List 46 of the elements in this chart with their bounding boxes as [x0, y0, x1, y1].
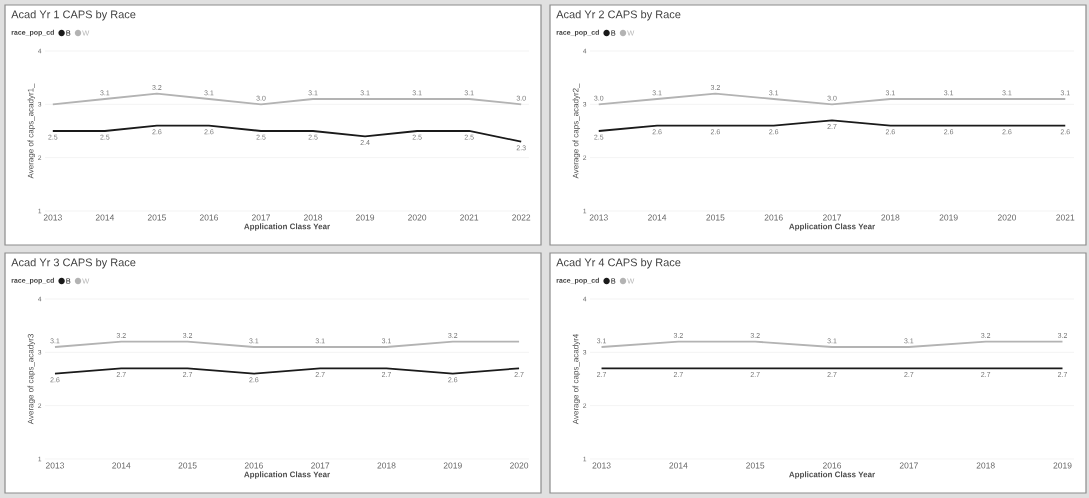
x-tick-label: 2021 [460, 214, 479, 221]
x-tick-label: 2018 [881, 214, 900, 221]
x-tick-label: 2021 [1056, 214, 1075, 221]
x-tick-label: 2022 [512, 214, 531, 221]
x-tick-label: 2019 [939, 214, 958, 221]
chart-title: Acad Yr 4 CAPS by Race [556, 258, 681, 269]
x-tick-label: 2019 [1053, 462, 1072, 469]
x-tick-label: 2015 [706, 214, 725, 221]
x-tick-label: 2016 [199, 214, 219, 221]
chart-title: Acad Yr 1 CAPS by Race [11, 10, 136, 21]
x-tick-label: 2013 [45, 462, 65, 469]
x-tick-label: 2015 [178, 462, 197, 469]
x-axis-title: Application Class Year [244, 471, 331, 479]
x-tick-label: 2015 [746, 462, 765, 469]
y-axis-title: Average of caps_acadyr4 [572, 333, 581, 425]
x-tick-label: 2017 [899, 462, 918, 469]
x-tick-label: 2014 [669, 462, 688, 469]
x-tick-label: 2013 [43, 214, 62, 221]
chart-title: Acad Yr 2 CAPS by Race [556, 10, 681, 21]
x-tick-label: 2019 [443, 462, 462, 469]
x-tick-label: 2014 [112, 462, 131, 469]
y-axis-title: Average of caps_acadyr2_ [572, 83, 581, 179]
x-tick-label: 2014 [95, 214, 115, 221]
chart-title: Acad Yr 3 CAPS by Race [11, 258, 136, 269]
x-tick-label: 2020 [997, 214, 1017, 221]
x-axis-title: Application Class Year [789, 471, 876, 479]
x-tick-label: 2013 [589, 214, 608, 221]
x-tick-label: 2017 [311, 462, 330, 469]
x-tick-label: 2016 [244, 462, 263, 469]
x-tick-label: 2018 [976, 462, 995, 469]
x-tick-label: 2016 [764, 214, 783, 221]
x-tick-label: 2015 [147, 214, 166, 221]
x-tick-label: 2018 [303, 214, 323, 221]
x-tick-label: 2019 [356, 214, 375, 221]
x-axis-title: Application Class Year [789, 223, 876, 231]
x-tick-label: 2018 [377, 462, 396, 469]
x-tick-label: 2013 [592, 462, 611, 469]
x-tick-label: 2020 [510, 462, 529, 469]
x-axis-title: Application Class Year [244, 223, 331, 231]
x-tick-label: 2017 [822, 214, 842, 221]
x-tick-label: 2020 [408, 214, 427, 221]
x-tick-label: 2016 [822, 462, 842, 469]
y-axis-title: Average of caps_acadyr3 [27, 334, 36, 425]
y-axis-title: Average of caps_acadyr1_ [27, 83, 36, 179]
x-tick-label: 2014 [648, 214, 667, 221]
x-tick-label: 2017 [251, 214, 270, 221]
